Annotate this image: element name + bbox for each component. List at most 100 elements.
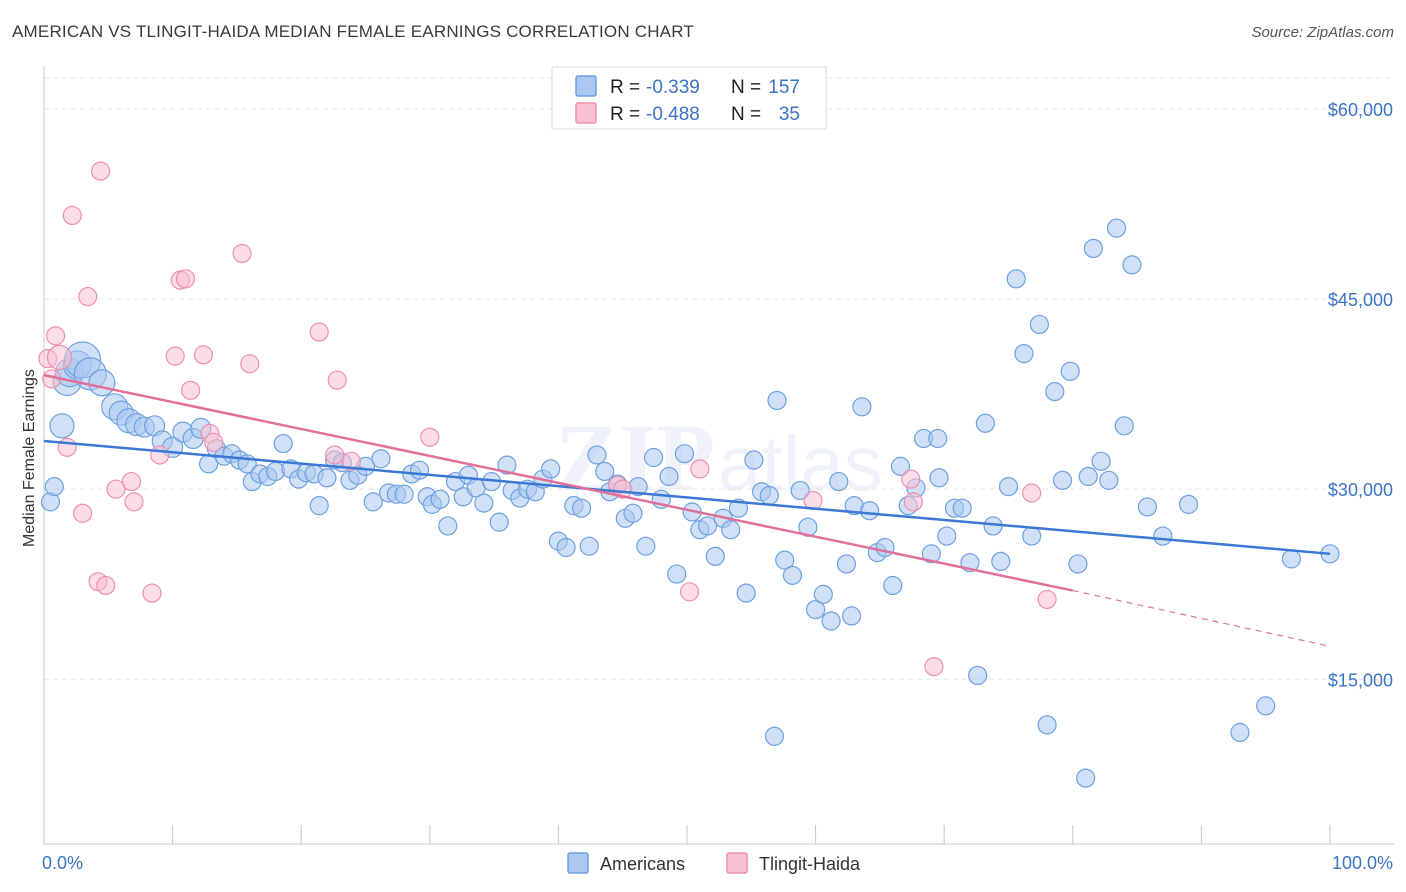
americans-point-60 [497, 455, 517, 475]
tlingit-haida-point-36 [903, 492, 923, 512]
americans-trend-line [43, 439, 1331, 556]
tlingit-haida-trend-extension [1072, 589, 1331, 647]
legend-r-value-2: -0.488 [646, 104, 700, 125]
americans-point-130 [1029, 314, 1049, 335]
americans-point-2 [49, 413, 75, 439]
tlingit-haida-point-27 [327, 370, 347, 390]
americans-point-117 [929, 468, 949, 488]
x-tick-label-1: 100.0% [1332, 853, 1393, 873]
legend-swatch-americans [575, 75, 597, 97]
americans-point-134 [1060, 361, 1080, 381]
americans-point-111 [883, 575, 903, 596]
series-legend-label-tlingit-haida: Tlingit-Haida [759, 854, 861, 874]
americans-point-73 [595, 461, 615, 482]
tlingit-haida-point-37 [924, 656, 944, 677]
americans-point-42 [363, 492, 383, 512]
tlingit-haida-point-12 [121, 471, 142, 492]
legend-r-label-1: R = [610, 77, 640, 98]
americans-point-84 [674, 444, 695, 464]
tlingit-haida-point-5 [62, 205, 82, 226]
americans-point-142 [1122, 255, 1142, 275]
tlingit-haida-point-33 [690, 459, 710, 479]
americans-point-82 [659, 466, 679, 487]
tlingit-haida-point-23 [232, 243, 252, 264]
series-legend: Americans Tlingit-Haida [567, 852, 861, 874]
americans-point-125 [991, 551, 1011, 572]
legend-r-label-2: R = [610, 104, 640, 125]
x-tick-label-0: 0.0% [42, 853, 83, 873]
americans-point-36 [317, 468, 337, 488]
americans-point-59 [489, 512, 509, 532]
americans-point-46 [394, 484, 414, 504]
tlingit-haida-point-26 [325, 445, 345, 465]
americans-point-146 [1230, 722, 1250, 743]
axes [43, 66, 1394, 845]
tlingit-haida-point-3 [46, 344, 73, 370]
americans-point-133 [1052, 470, 1073, 490]
tlingit-haida-point-32 [679, 582, 700, 602]
americans-point-122 [968, 665, 988, 686]
americans-point-68 [556, 537, 576, 558]
tlingit-haida-point-6 [72, 503, 93, 523]
tick-labels: $15,000 $30,000 $45,000 $60,000 0.0% 100.0% [42, 100, 1393, 873]
americans-point-48 [409, 460, 430, 480]
americans-point-147 [1256, 696, 1276, 716]
americans-point-87 [697, 516, 718, 536]
americans-point-144 [1153, 526, 1173, 546]
americans-point-83 [667, 564, 687, 584]
tlingit-haida-point-29 [420, 427, 440, 447]
tlingit-haida-point-22 [204, 432, 224, 452]
americans-point-135 [1068, 554, 1088, 574]
americans-point-127 [1006, 269, 1026, 289]
americans-point-118 [937, 526, 957, 546]
americans-point-90 [721, 520, 741, 540]
americans-point-71 [579, 536, 599, 556]
legend-n-label-1: N = [731, 77, 761, 98]
americans-point-66 [541, 459, 561, 479]
americans-point-97 [775, 550, 795, 570]
tlingit-haida-point-24 [240, 354, 260, 374]
tlingit-haida-point-11 [106, 479, 126, 499]
legend-swatch-tlingit-haida [575, 102, 597, 124]
americans-point-8 [88, 369, 116, 397]
americans-point-123 [975, 413, 995, 433]
tlingit-haida-point-39 [1037, 589, 1057, 610]
americans-point-35 [309, 496, 329, 516]
tlingit-haida-point-18 [175, 269, 196, 289]
tlingit-haida-trend-line [43, 373, 1074, 592]
tlingit-haida-points [38, 161, 1057, 677]
americans-point-52 [438, 516, 458, 536]
americans-point-51 [430, 489, 450, 509]
tlingit-haida-point-2 [45, 326, 66, 346]
tlingit-haida-point-16 [165, 346, 185, 366]
americans-point-143 [1137, 497, 1157, 517]
tlingit-haida-point-4 [57, 437, 77, 457]
tlingit-haida-point-7 [78, 286, 98, 307]
tlingit-haida-point-19 [181, 380, 201, 400]
y-tick-label-0: $15,000 [1328, 670, 1393, 690]
americans-point-101 [805, 599, 826, 620]
series-legend-swatch-americans [567, 852, 589, 874]
americans-point-139 [1099, 470, 1119, 490]
americans-point-30 [273, 433, 293, 454]
americans-point-99 [790, 480, 810, 501]
americans-point-148 [1281, 549, 1302, 569]
americans-point-152 [928, 428, 948, 449]
chart-source: Source: ZipAtlas.com [1251, 24, 1394, 41]
series-legend-label-americans: Americans [600, 854, 685, 874]
americans-point-150 [764, 726, 785, 746]
americans-point-107 [852, 397, 872, 417]
series-legend-swatch-tlingit-haida [726, 852, 748, 874]
americans-point-92 [736, 583, 756, 603]
y-tick-label-2: $45,000 [1328, 290, 1393, 310]
americans-point-98 [782, 565, 803, 585]
tlingit-haida-point-31 [613, 479, 633, 499]
americans-point-80 [643, 447, 664, 468]
americans-point-131 [1037, 715, 1057, 735]
tlingit-haida-point-25 [309, 322, 329, 342]
americans-point-145 [1178, 494, 1199, 514]
americans-point-103 [821, 611, 841, 631]
americans-point-116 [921, 544, 941, 564]
americans-point-105 [836, 554, 857, 574]
